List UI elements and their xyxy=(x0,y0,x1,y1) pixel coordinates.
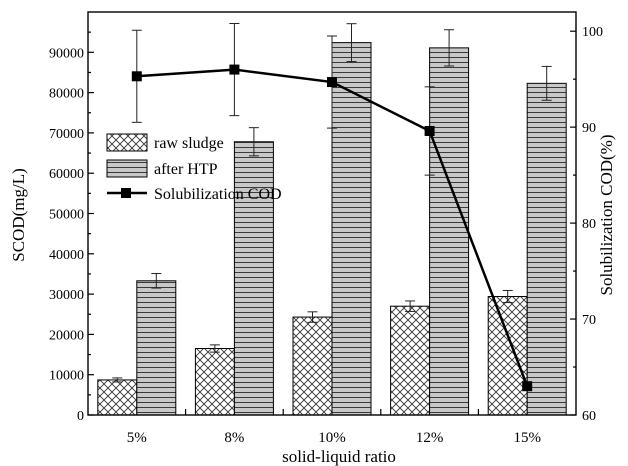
x-axis-label: solid-liquid ratio xyxy=(282,447,396,466)
y-right-tick-label: 80 xyxy=(582,217,596,232)
bar-raw-sludge-4 xyxy=(487,296,528,416)
bar-raw-sludge-0 xyxy=(97,379,138,416)
y-axis-label-right: Solubilization COD(%) xyxy=(597,134,616,295)
line-series-group xyxy=(131,23,533,392)
y-left-tick-label: 90000 xyxy=(49,46,84,61)
y-left-tick-label: 60000 xyxy=(49,167,84,182)
x-tick-label: 12% xyxy=(416,430,444,446)
bar-series-group xyxy=(97,23,567,416)
bar-after-htp-4 xyxy=(526,82,567,416)
legend-marker-solubilization xyxy=(121,188,131,198)
bar-after-htp-1 xyxy=(233,141,274,416)
y-left-tick-label: 80000 xyxy=(49,87,84,102)
line-marker-0 xyxy=(131,71,142,82)
axes-group: 0 10000 20000 30000 40000 50000 60000 70000 8000… xyxy=(49,11,603,446)
line-marker-4 xyxy=(522,381,533,392)
line-marker-1 xyxy=(229,64,240,75)
bar-after-htp-3 xyxy=(429,47,470,416)
legend: raw sludge after HTP Solubilization COD xyxy=(106,133,282,203)
y-left-tick-label: 10000 xyxy=(49,369,84,384)
y-right-tick-label: 70 xyxy=(582,313,596,328)
y-right-tick-label: 60 xyxy=(582,409,596,424)
legend-label-raw-sludge: raw sludge xyxy=(154,135,224,152)
y-right-tick-label: 100 xyxy=(582,25,603,40)
y-left-tick-label: 50000 xyxy=(49,208,84,223)
legend-swatch-after-htp xyxy=(106,159,148,178)
y-axis-label-left: SCOD(mg/L) xyxy=(9,168,28,262)
line-marker-3 xyxy=(424,125,435,136)
legend-label-after-htp: after HTP xyxy=(154,161,218,178)
line-marker-2 xyxy=(327,77,337,88)
y-left-tick-label: 20000 xyxy=(49,328,84,343)
y-left-tick-label: 40000 xyxy=(49,248,84,263)
y-left-tick-label: 30000 xyxy=(49,288,84,303)
y-left-tick-label: 0 xyxy=(77,409,84,424)
bar-raw-sludge-2 xyxy=(292,316,333,416)
legend-label-solubilization: Solubilization COD xyxy=(154,186,282,203)
legend-swatch-raw-sludge xyxy=(106,133,148,152)
y-left-tick-label: 70000 xyxy=(49,127,84,142)
bar-raw-sludge-1 xyxy=(194,348,235,416)
x-tick-label: 10% xyxy=(318,430,346,446)
x-tick-label: 15% xyxy=(513,430,541,446)
x-tick-label: 8% xyxy=(224,430,244,446)
x-tick-label: 5% xyxy=(127,430,147,446)
bar-after-htp-2 xyxy=(331,42,372,416)
bar-raw-sludge-3 xyxy=(390,305,431,416)
bar-after-htp-0 xyxy=(136,280,177,416)
y-right-tick-label: 90 xyxy=(582,121,596,136)
